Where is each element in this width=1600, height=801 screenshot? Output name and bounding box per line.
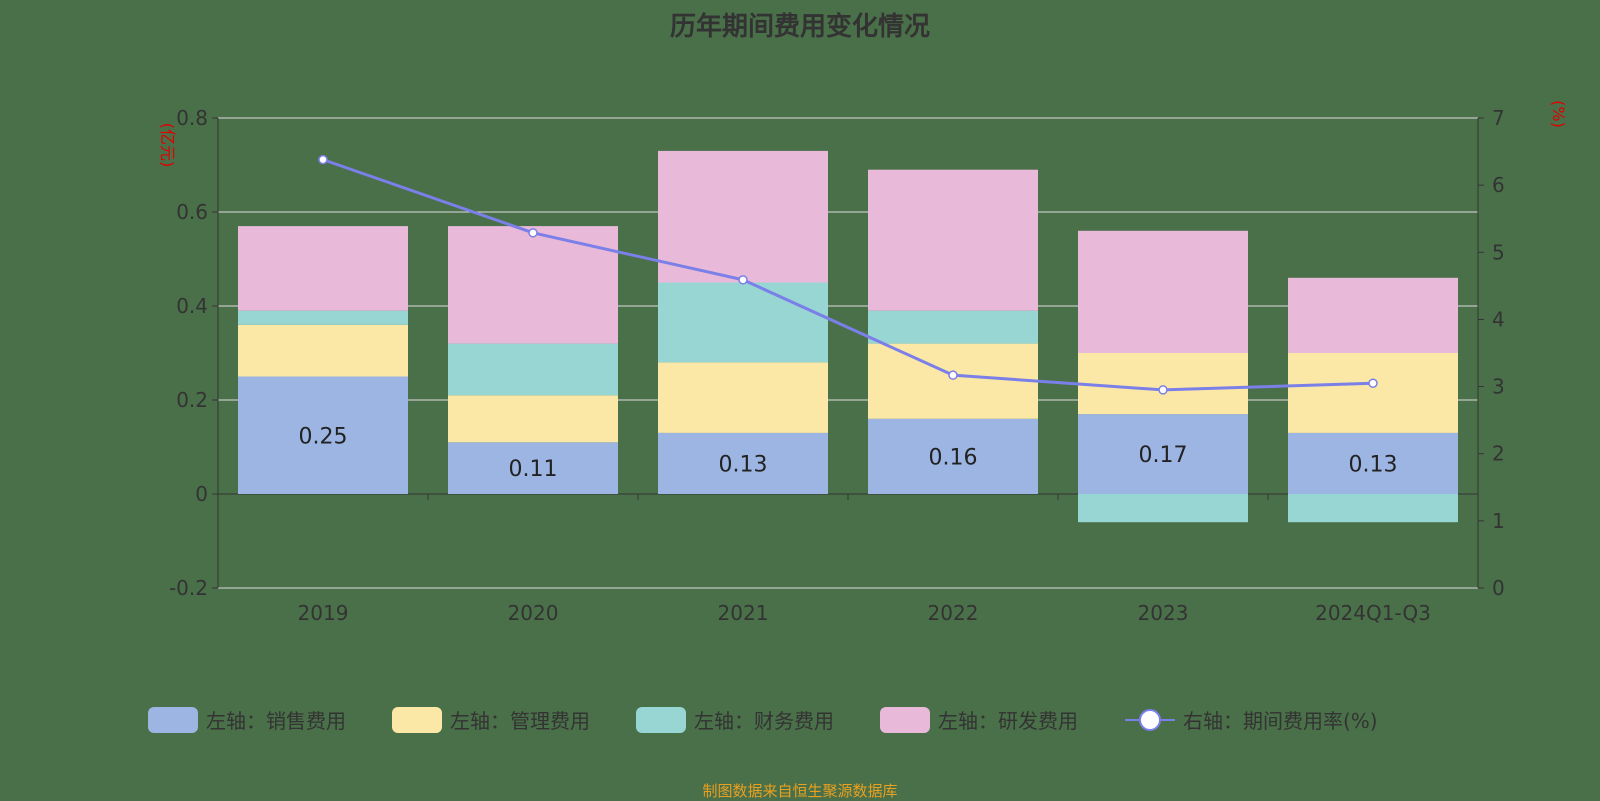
y2-tick-label: 0 [1492,576,1505,600]
bar-segment [1078,230,1248,353]
bar-segment [448,395,618,443]
bar-segment [658,150,828,283]
legend-swatch [880,707,930,733]
legend-label: 右轴：期间费用率(%) [1183,709,1378,733]
data-label: 0.11 [509,457,558,482]
rate-point [318,154,328,165]
rate-line [322,158,1374,392]
legend-swatch [392,707,442,733]
legend-swatch [636,707,686,733]
legend-marker-icon [1139,709,1161,731]
y-tick-label: 0.8 [176,106,208,130]
y2-tick-label: 2 [1492,442,1505,466]
y2-tick-label: 3 [1492,375,1505,399]
bar-segment [1078,494,1248,523]
bar-segment [238,310,408,325]
legend-label: 左轴：财务费用 [694,709,834,733]
bar-segment [658,432,828,494]
bar-segment [448,343,618,396]
data-label: 0.13 [719,452,768,477]
y2-tick-label: 5 [1492,240,1505,264]
bar-segment [238,376,408,494]
bar-segment [1288,277,1458,353]
x-tick-label: 2023 [1138,601,1189,625]
chart-title: 历年期间费用变化情况 [669,12,930,42]
bar-segment [1288,432,1458,494]
rate-point [1158,385,1168,395]
x-tick-label: 2024Q1-Q3 [1315,601,1431,625]
legend-label: 左轴：管理费用 [450,709,590,733]
y2-tick-label: 4 [1492,307,1505,331]
bar-segment [868,169,1038,311]
y-tick-label: 0.4 [176,294,208,318]
data-label: 0.13 [1349,452,1398,477]
bar-segment [1288,494,1458,523]
bar-segment [448,442,618,494]
legend-swatch [148,707,198,733]
bar-segment [1078,353,1248,415]
y-tick-label: 0.2 [176,388,208,412]
bar-segment [448,226,618,344]
x-tick-label: 2021 [718,601,769,625]
legend-label: 左轴：销售费用 [206,709,346,733]
y-tick-label: 0 [195,482,208,506]
legend-label: 左轴：研发费用 [938,709,1078,733]
y2-tick-label: 6 [1492,173,1505,197]
data-label: 0.16 [929,445,978,470]
rate-point [948,370,958,380]
bar-segment [238,226,408,311]
bar-segment [1078,414,1248,494]
bar-segment [868,343,1038,419]
bar-segment [238,324,408,377]
bar-segment [1288,353,1458,433]
x-tick-label: 2022 [928,601,979,625]
right-axis-unit: (%) [1549,100,1568,128]
y-tick-label: 0.6 [176,200,208,224]
x-tick-label: 2019 [298,601,349,625]
y2-tick-label: 1 [1492,509,1505,533]
data-label: 0.25 [299,424,348,449]
bar-segment [658,282,828,363]
rate-point [528,228,538,238]
bar-segment [868,418,1038,494]
y2-tick-label: 7 [1492,106,1505,130]
source-note: 制图数据来自恒生聚源数据库 [702,782,898,800]
data-label: 0.17 [1139,443,1188,468]
rate-point [738,275,748,285]
bar-segment [658,362,828,433]
left-axis-unit: (亿元) [158,123,177,168]
x-tick-label: 2020 [508,601,559,625]
bar-segment [868,310,1038,344]
y-tick-label: -0.2 [169,576,208,600]
rate-point [1368,378,1378,388]
